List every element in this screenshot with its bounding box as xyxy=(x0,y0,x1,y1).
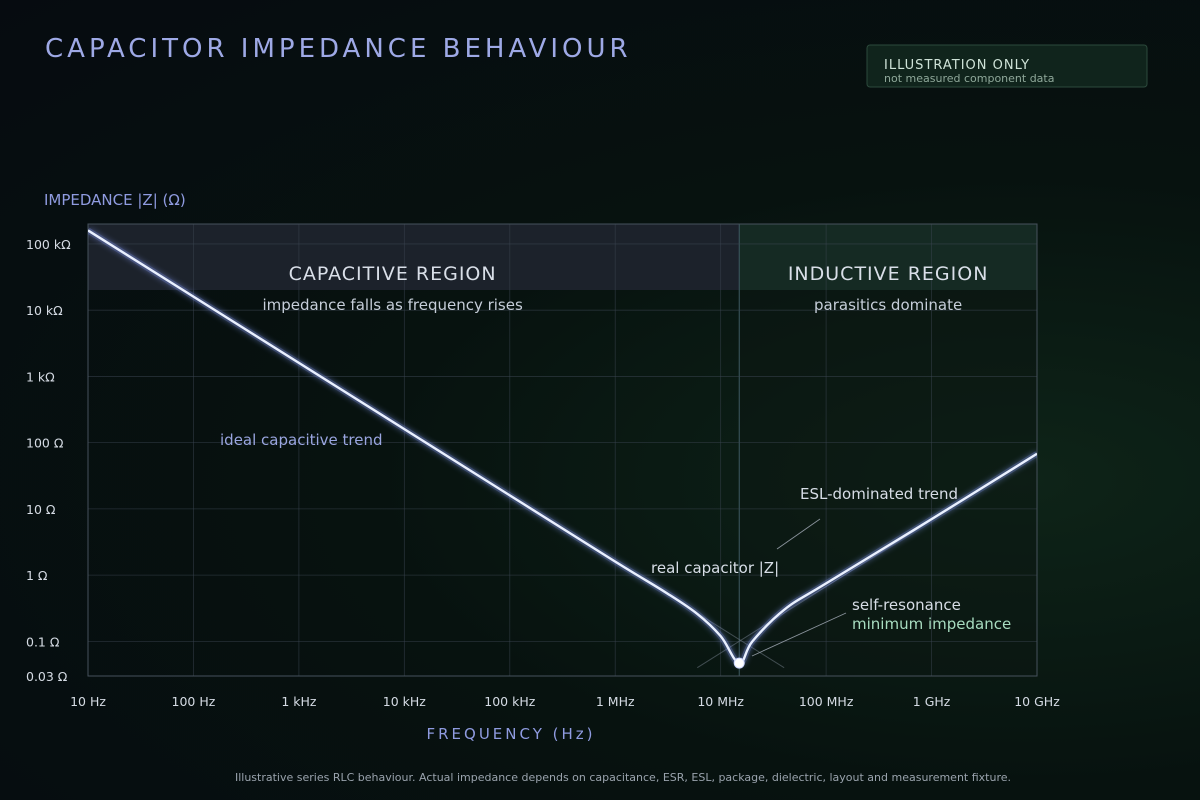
y-tick-label: 1 Ω xyxy=(26,568,48,583)
chart-title: CAPACITOR IMPEDANCE BEHAVIOUR xyxy=(45,34,632,64)
x-tick-label: 1 kHz xyxy=(281,694,317,709)
y-tick-label: 10 kΩ xyxy=(26,303,63,318)
region-title: INDUCTIVE REGION xyxy=(788,263,989,285)
axis-ticks: 10 Hz 100 Hz 1 kHz 10 kHz 100 kHz 1 MHz 10 MHz… xyxy=(26,237,1060,709)
x-tick-label: 100 Hz xyxy=(172,694,216,709)
region-subtitle: impedance falls as frequency rises xyxy=(262,296,523,314)
plot-frame xyxy=(87,223,1038,677)
region-labels: CAPACITIVE REGION impedance falls as freq… xyxy=(262,263,989,314)
annotations: ideal capacitive trend ESL-dominated tren… xyxy=(220,431,1011,669)
region-band xyxy=(739,224,1037,290)
minimum-impedance-label: minimum impedance xyxy=(852,615,1011,633)
y-tick-label: 0.1 Ω xyxy=(26,634,60,649)
esl-trend-label: ESL-dominated trend xyxy=(800,485,958,503)
x-tick-label: 1 MHz xyxy=(596,694,635,709)
x-tick-label: 100 kHz xyxy=(484,694,535,709)
badge-title: ILLUSTRATION ONLY xyxy=(884,58,1030,73)
footnote: Illustrative series RLC behaviour. Actua… xyxy=(235,771,1011,784)
x-tick-label: 10 MHz xyxy=(697,694,744,709)
ideal-trend-label: ideal capacitive trend xyxy=(220,431,383,449)
resonance-leader xyxy=(751,612,847,657)
esl-leader xyxy=(776,518,821,550)
x-tick-label: 10 GHz xyxy=(1014,694,1060,709)
y-tick-label: 100 kΩ xyxy=(26,237,71,252)
x-axis-label: FREQUENCY (Hz) xyxy=(426,725,595,743)
x-tick-label: 10 Hz xyxy=(70,694,106,709)
x-tick-label: 10 kHz xyxy=(383,694,427,709)
x-tick-label: 1 GHz xyxy=(913,694,951,709)
impedance-curve-group xyxy=(88,227,1037,667)
region-title: CAPACITIVE REGION xyxy=(289,263,497,285)
badge-subtitle: not measured component data xyxy=(884,72,1054,85)
region-subtitle: parasitics dominate xyxy=(814,296,962,314)
illustration-badge: ILLUSTRATION ONLY not measured component… xyxy=(866,44,1148,88)
resonance-point xyxy=(733,657,745,669)
annotation-leaders xyxy=(751,518,847,657)
y-tick-label: 100 Ω xyxy=(26,436,64,451)
self-resonance-label: self-resonance xyxy=(852,596,961,614)
real-capacitor-label: real capacitor |Z| xyxy=(651,559,779,577)
y-tick-label: 0.03 Ω xyxy=(26,669,68,684)
region-band xyxy=(88,224,740,290)
y-tick-label: 1 kΩ xyxy=(26,369,55,384)
y-tick-label: 10 Ω xyxy=(26,502,56,517)
badge-box xyxy=(866,44,1148,88)
x-tick-label: 100 MHz xyxy=(799,694,854,709)
impedance-curve xyxy=(88,229,1037,665)
y-axis-label: IMPEDANCE |Z| (Ω) xyxy=(44,191,186,209)
